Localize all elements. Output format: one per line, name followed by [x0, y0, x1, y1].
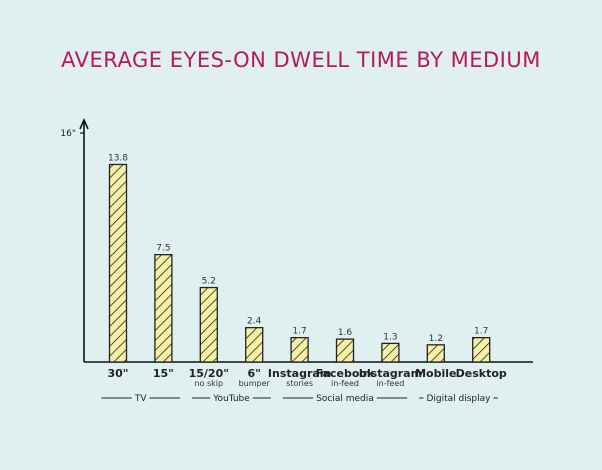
category-label: 6": [248, 367, 261, 380]
value-label: 13.8: [108, 153, 128, 163]
chart-title: AVERAGE EYES-ON DWELL TIME BY MEDIUM: [61, 48, 541, 72]
group-label: Social media: [316, 394, 374, 404]
category-sublabel: in-feed: [331, 379, 359, 388]
category-label: Desktop: [456, 367, 507, 380]
bar: [290, 337, 309, 363]
category-label: Instagram: [268, 367, 331, 380]
bar: [426, 344, 445, 363]
bar: [472, 337, 491, 363]
value-label: 7.5: [156, 244, 170, 254]
category-sublabel: no skip: [194, 379, 223, 388]
category-label: Instagram: [359, 367, 422, 380]
labels: 13.8 7.5 5.2 2.4 1.7 1.6 1.3 1.2 1.7 30" 15" 15/20"…: [101, 153, 507, 404]
y-tick-label: 16": [60, 129, 76, 139]
value-label: 2.4: [247, 317, 262, 327]
category-label: 30": [107, 367, 128, 380]
category-sublabel: in-feed: [376, 379, 404, 388]
category-sublabel: stories: [286, 379, 313, 388]
category-label: Mobile: [415, 367, 456, 380]
bar: [335, 338, 355, 363]
bars: [108, 163, 491, 363]
bar: [199, 286, 218, 363]
bar: [381, 342, 400, 363]
value-label: 1.2: [429, 334, 443, 344]
group-label: YouTube: [212, 394, 250, 404]
value-label: 1.7: [292, 327, 306, 337]
value-label: 1.7: [474, 327, 488, 337]
value-label: 5.2: [202, 277, 216, 287]
group-label: Digital display: [426, 394, 491, 404]
bar: [245, 326, 264, 363]
y-axis-arrow: [79, 118, 89, 130]
category-label: Facebook: [316, 367, 375, 380]
category-label: 15": [153, 367, 174, 380]
category-sublabel: bumper: [239, 379, 271, 388]
category-label: 15/20": [189, 367, 229, 380]
bar: [154, 254, 173, 363]
value-label: 1.6: [338, 328, 353, 338]
value-label: 1.3: [383, 332, 397, 342]
bar: [108, 163, 128, 363]
group-label: TV: [134, 394, 147, 404]
